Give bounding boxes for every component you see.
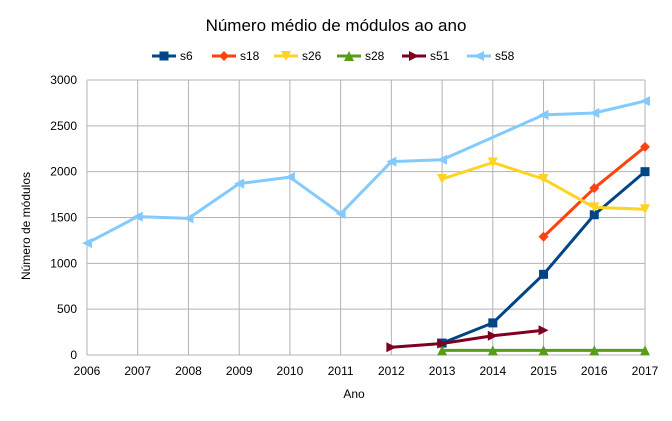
x-tick-label: 2007 <box>124 364 151 378</box>
legend-item-s6: s6 <box>152 49 193 63</box>
legend-label: s58 <box>495 49 515 63</box>
data-point-s28 <box>640 345 650 356</box>
legend-item-s58: s58 <box>467 49 515 63</box>
data-point-s58 <box>234 178 245 189</box>
legend-label: s51 <box>430 49 450 63</box>
series-s51 <box>386 325 549 353</box>
data-point-s18 <box>640 141 650 152</box>
legend-label: s28 <box>365 49 385 63</box>
y-tick-label: 2500 <box>50 119 77 133</box>
legend-item-s26: s26 <box>274 49 322 63</box>
legend-label: s18 <box>240 49 260 63</box>
y-axis-ticks: 0 500 1000 1500 2000 2500 3000 <box>50 73 77 362</box>
series-s58 <box>82 96 650 249</box>
series-s18 <box>538 141 650 242</box>
data-point-s6 <box>539 269 549 279</box>
y-tick-label: 500 <box>57 302 77 316</box>
data-point-s18 <box>538 231 549 242</box>
y-axis-label: Número de módulos <box>19 172 33 280</box>
data-point-s26 <box>538 174 549 184</box>
series-line-s51 <box>391 328 544 349</box>
legend-marker <box>159 51 169 61</box>
x-tick-label: 2015 <box>530 364 557 378</box>
data-point-s28 <box>538 345 549 356</box>
data-point-s26 <box>487 157 498 168</box>
x-tick-label: 2016 <box>581 364 608 378</box>
data-point-s51 <box>437 338 448 349</box>
data-point-s58 <box>640 96 650 107</box>
data-point-s58 <box>589 108 600 118</box>
y-tick-label: 1500 <box>50 211 77 225</box>
x-axis-label: Ano <box>343 387 365 401</box>
y-tick-label: 1000 <box>50 256 77 270</box>
legend-item-s51: s51 <box>402 49 450 63</box>
legend-marker <box>281 51 291 61</box>
data-point-s26 <box>640 204 650 215</box>
data-point-s6 <box>640 167 650 177</box>
x-tick-label: 2014 <box>479 364 506 378</box>
legend-label: s26 <box>302 49 322 63</box>
series-group <box>82 96 650 356</box>
data-point-s6 <box>589 210 599 220</box>
data-point-s51 <box>386 342 397 353</box>
data-point-s6 <box>488 318 498 328</box>
data-point-s51 <box>538 325 549 336</box>
data-point-s58 <box>538 109 549 120</box>
x-tick-label: 2006 <box>74 364 101 378</box>
data-point-s18 <box>589 183 600 194</box>
data-point-s26 <box>437 174 448 184</box>
x-tick-label: 2012 <box>378 364 405 378</box>
x-tick-label: 2008 <box>175 364 202 378</box>
data-point-s58 <box>132 211 143 222</box>
data-point-s58 <box>183 213 194 224</box>
x-tick-label: 2017 <box>632 364 659 378</box>
chart-title: Número médio de módulos ao ano <box>206 16 467 35</box>
legend: s6 s18 s26 s28 s51 s58 <box>152 49 515 63</box>
x-tick-label: 2009 <box>226 364 253 378</box>
x-tick-label: 2010 <box>277 364 304 378</box>
x-axis-ticks: 2006 2007 2008 2009 2010 2011 2012 2013 2014 2015… <box>74 364 659 378</box>
y-tick-label: 3000 <box>50 73 77 87</box>
data-point-s26 <box>589 202 600 213</box>
series-s26 <box>437 157 650 215</box>
series-s28 <box>437 345 650 356</box>
legend-marker <box>344 51 354 61</box>
legend-marker <box>409 51 419 61</box>
data-point-s58 <box>82 238 92 249</box>
data-point-s51 <box>487 330 498 341</box>
data-point-s58 <box>437 154 448 165</box>
legend-item-s18: s18 <box>212 49 260 63</box>
x-tick-label: 2013 <box>429 364 456 378</box>
legend-marker <box>219 51 229 61</box>
data-point-s58 <box>386 156 397 167</box>
y-tick-label: 0 <box>70 348 77 362</box>
data-point-s58 <box>284 172 295 183</box>
legend-marker <box>474 51 484 61</box>
data-point-s28 <box>589 345 600 356</box>
data-point-s28 <box>487 345 498 356</box>
legend-item-s28: s28 <box>337 49 385 63</box>
x-tick-label: 2011 <box>328 364 354 378</box>
y-tick-label: 2000 <box>50 165 77 179</box>
data-point-s28 <box>437 345 448 356</box>
data-point-s58 <box>335 208 346 219</box>
legend-label: s6 <box>180 49 193 63</box>
